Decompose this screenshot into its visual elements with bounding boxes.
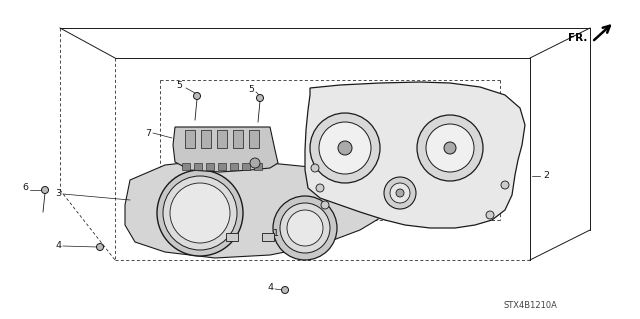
Polygon shape (305, 82, 525, 228)
Circle shape (282, 286, 289, 293)
Text: 7: 7 (145, 129, 151, 137)
Circle shape (311, 164, 319, 172)
Circle shape (321, 201, 329, 209)
Circle shape (319, 122, 371, 174)
Polygon shape (249, 130, 259, 148)
Circle shape (250, 158, 260, 168)
Polygon shape (182, 163, 190, 170)
Circle shape (501, 181, 509, 189)
Circle shape (310, 113, 380, 183)
Circle shape (163, 176, 237, 250)
Text: 1: 1 (273, 229, 279, 239)
Circle shape (97, 243, 104, 250)
Polygon shape (233, 130, 243, 148)
Text: 2: 2 (543, 170, 549, 180)
Polygon shape (226, 233, 238, 241)
Text: 4: 4 (268, 284, 274, 293)
Polygon shape (230, 163, 238, 170)
Polygon shape (218, 163, 226, 170)
Circle shape (257, 94, 264, 101)
Circle shape (486, 211, 494, 219)
Polygon shape (217, 130, 227, 148)
Circle shape (316, 184, 324, 192)
Text: 3: 3 (55, 189, 61, 197)
Text: 5: 5 (248, 85, 254, 93)
Circle shape (280, 203, 330, 253)
Circle shape (338, 141, 352, 155)
Circle shape (157, 170, 243, 256)
Polygon shape (125, 160, 395, 258)
Polygon shape (254, 163, 262, 170)
Polygon shape (201, 130, 211, 148)
Circle shape (287, 210, 323, 246)
Circle shape (390, 183, 410, 203)
Circle shape (444, 142, 456, 154)
Circle shape (384, 177, 416, 209)
Text: 1: 1 (210, 229, 216, 239)
Circle shape (426, 124, 474, 172)
Circle shape (396, 189, 404, 197)
Circle shape (193, 93, 200, 100)
Text: 6: 6 (22, 183, 28, 192)
Text: STX4B1210A: STX4B1210A (504, 300, 558, 309)
Polygon shape (206, 163, 214, 170)
Polygon shape (242, 163, 250, 170)
Polygon shape (173, 127, 278, 172)
Circle shape (170, 183, 230, 243)
Circle shape (417, 115, 483, 181)
Circle shape (273, 196, 337, 260)
Circle shape (42, 187, 49, 194)
Text: 4: 4 (55, 241, 61, 249)
Text: FR.: FR. (568, 33, 588, 43)
Text: 5: 5 (176, 81, 182, 91)
Polygon shape (262, 233, 274, 241)
Polygon shape (194, 163, 202, 170)
Polygon shape (185, 130, 195, 148)
